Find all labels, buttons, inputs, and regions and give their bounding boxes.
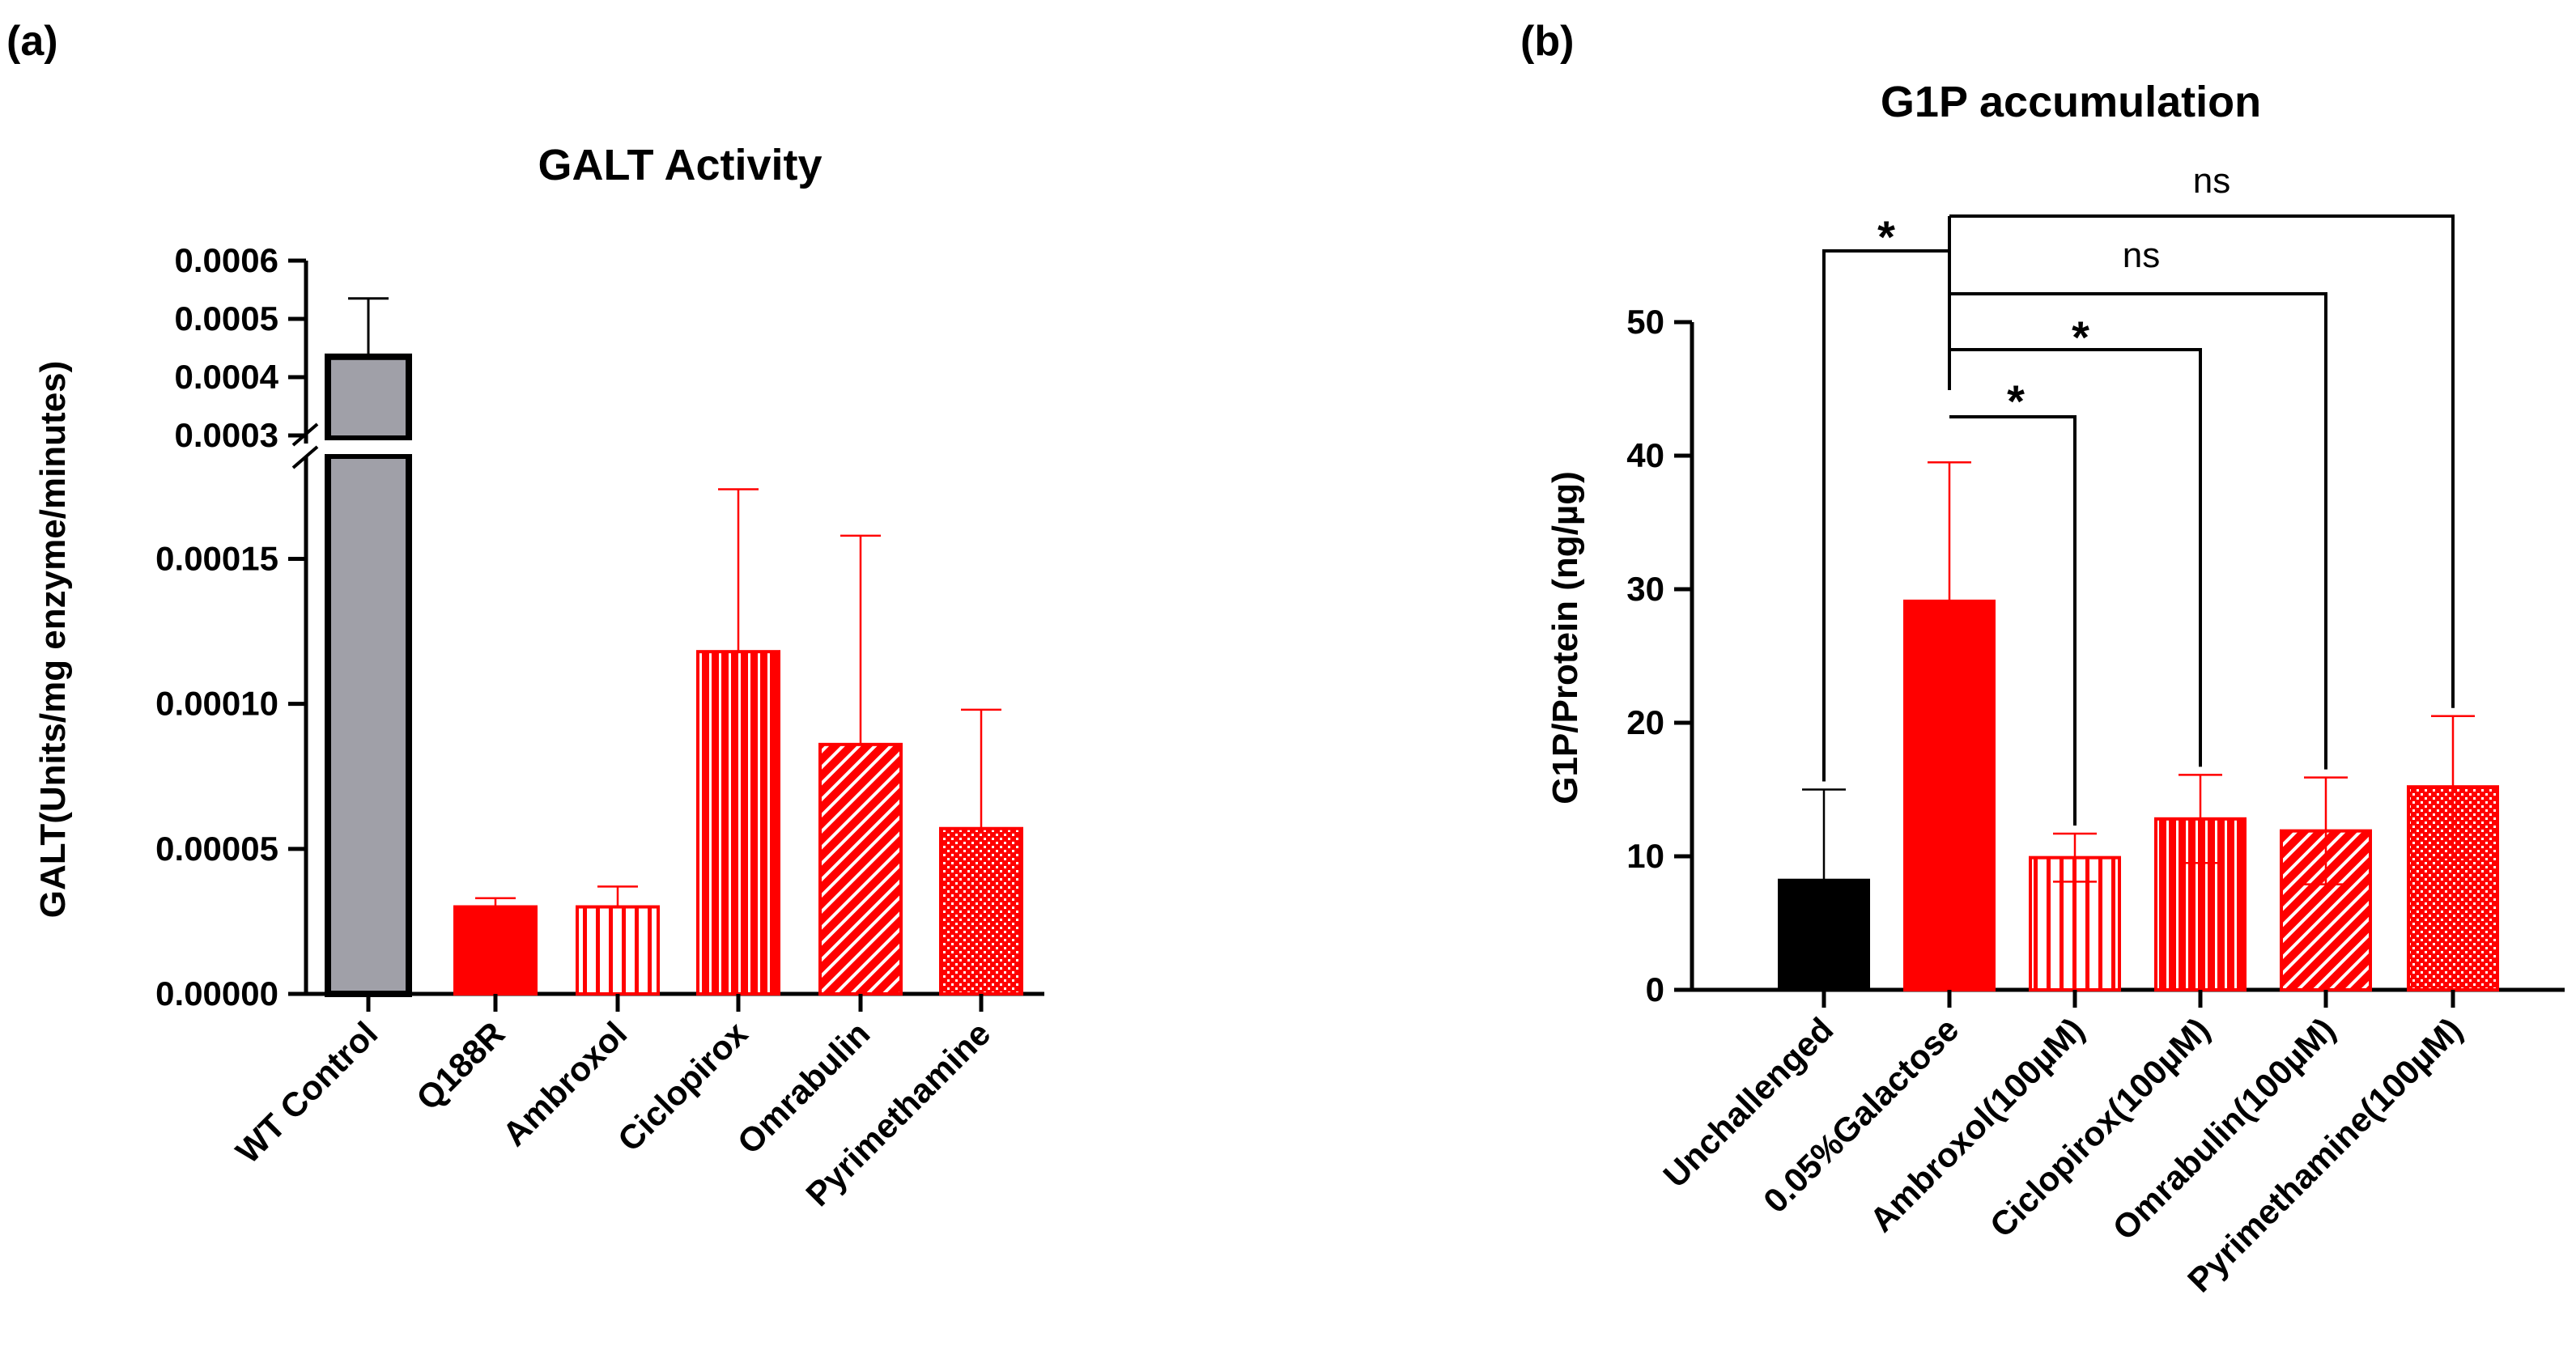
panel-a-bar-q188r [453, 905, 538, 996]
panel-b-label: (b) [1520, 18, 1574, 65]
panel-b-significance-label-ambroxol-100-m: * [2007, 376, 2025, 427]
panel-a-y-axis-label: GALT(Units/mg enzyme/minutes) [33, 361, 73, 919]
panel-b-y-tick-label: 0 [1646, 970, 1664, 1008]
panel-b-significance-label-omrabulin-100-m: ns [2123, 236, 2160, 275]
panel-a-x-tick-label: Q188R [409, 1014, 512, 1117]
panel-a-y-tick-label: 0.0004 [175, 358, 279, 396]
panel-a-bar-omrabulin [818, 742, 903, 996]
panel-b-y-axis-label: G1P/Protein (ng/µg) [1545, 471, 1585, 804]
panel-a-bar-ciclopirox [696, 650, 780, 996]
panel-a-axis-break-mark-bottom [291, 445, 319, 469]
panel-b-x-tick-label: Ambroxol(100µM) [1862, 1010, 2091, 1239]
panel-a-y-tick-label: 0.00010 [155, 685, 278, 723]
panel-b-bracket-unchallenged [1822, 249, 1949, 782]
panel-b-y-tick-label: 40 [1626, 436, 1664, 474]
panel-a-x-tick-label: WT Control [228, 1014, 385, 1170]
panel-a-x-ticks: WT Control Q188RAmbroxolCiclopiroxOmrabul… [228, 994, 997, 1213]
panel-a-bar-break-gap [321, 440, 415, 454]
panel-a-label: (a) [6, 18, 58, 65]
panel-a-y-ticks: 0.00000 0.00005 0.00010 0.00015 0.0003 0.0004… [155, 241, 306, 1013]
panel-b-bracket-ciclopirox-100-m [1949, 348, 2202, 767]
panel-a-y-tick-label: 0.0006 [175, 241, 278, 279]
panel-b-bracket-ambroxol-100-m [1949, 415, 2077, 826]
panel-b-title: G1P accumulation [1881, 78, 2261, 126]
panel-b-error-bars [1802, 461, 2475, 885]
panel-b-y-ticks: 0 10 20 30 40 50 [1626, 303, 1692, 1008]
panel-a: (a) GALT Activity GALT(Units/mg enzyme/m… [6, 18, 1044, 1213]
panel-b-significance-label-pyrimethamine-100-m: ns [2193, 161, 2230, 201]
panel-a-title: GALT Activity [538, 141, 822, 189]
panel-a-bar-wt-control [325, 353, 412, 442]
panel-a-y-tick-label: 0.0003 [175, 416, 278, 454]
panel-b-y-tick-label: 20 [1626, 703, 1664, 741]
panel-a-bars [321, 353, 1023, 997]
panel-a-bar-wt-control-lower [325, 452, 412, 997]
panel-b-y-tick-label: 50 [1626, 303, 1664, 341]
panel-b-significance-label-ciclopirox-100-m: * [2072, 312, 2089, 363]
panel-a-error-bars [348, 297, 1001, 907]
panel-a-bar-ambroxol [576, 905, 660, 996]
panel-b-bar-0-05-galactose [1903, 599, 1996, 991]
panel-b-significance-label-unchallenged: * [1877, 211, 1895, 262]
panel-b-y-tick-label: 10 [1626, 837, 1664, 875]
panel-a-bar-pyrimethamine [939, 826, 1023, 996]
panel-b-x-tick-label: Ciclopirox(100µM) [1983, 1010, 2217, 1245]
panel-a-axes [291, 261, 1044, 996]
panel-a-y-tick-label: 0.0005 [175, 299, 278, 338]
panel-b: (b) G1P accumulation G1P/Protein (ng/µg)… [1520, 18, 2565, 1299]
panel-a-y-tick-label: 0.00000 [155, 974, 278, 1013]
panel-b-bracket-pyrimethamine-100-m [1949, 214, 2455, 708]
panel-b-bar-unchallenged [1778, 878, 1870, 991]
panel-b-bracket-omrabulin-100-m [1949, 292, 2327, 770]
panel-a-y-tick-label: 0.00015 [155, 540, 278, 578]
panel-b-x-ticks: Unchallenged0.05%GalactoseAmbroxol(100µM… [1656, 990, 2469, 1299]
panel-a-y-tick-label: 0.00005 [155, 830, 278, 868]
panel-b-x-tick-label: Omrabulin(100µM) [2105, 1010, 2342, 1247]
panel-b-bars [1778, 599, 2499, 992]
panel-b-y-tick-label: 30 [1626, 570, 1664, 608]
